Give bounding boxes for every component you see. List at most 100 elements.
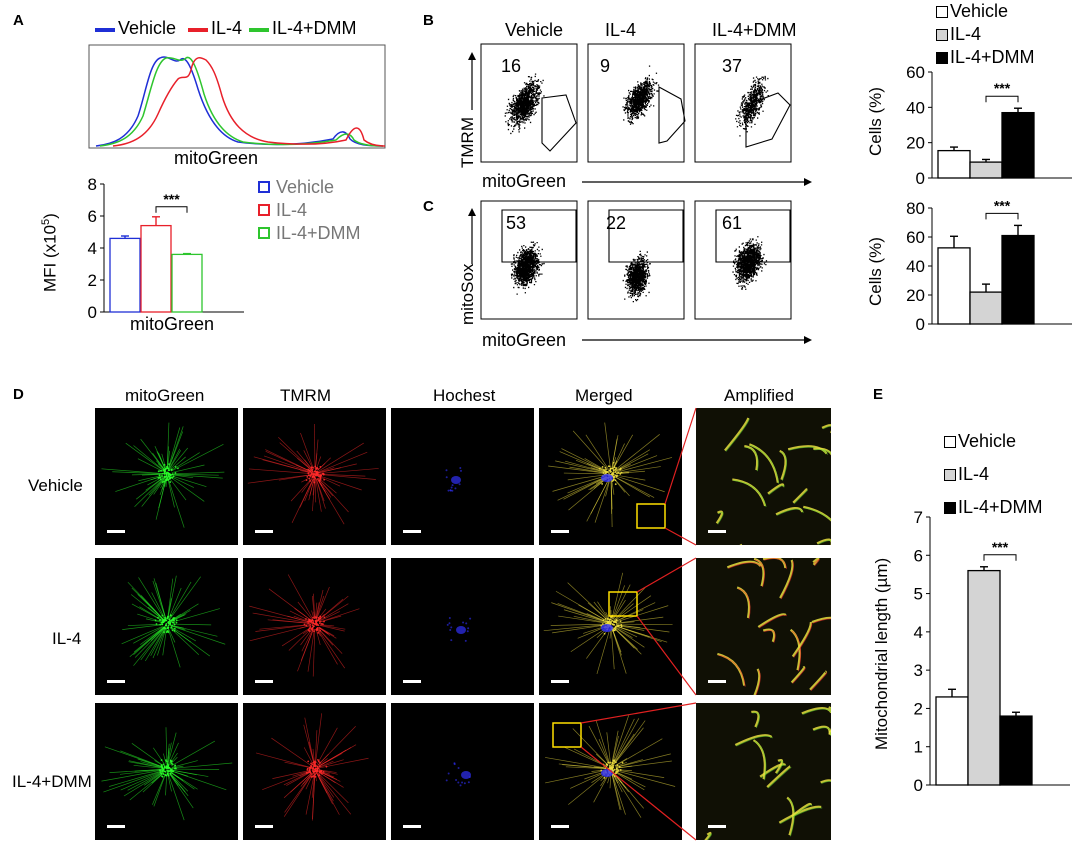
mito-strand bbox=[171, 760, 198, 768]
mito-strand bbox=[145, 618, 163, 623]
mito-dot bbox=[615, 767, 618, 770]
mito-strand bbox=[316, 727, 338, 765]
mito-strand bbox=[297, 601, 313, 620]
mito-dot bbox=[611, 473, 613, 476]
amplified-mito bbox=[751, 710, 760, 728]
mfi-legend-swatch-dmm bbox=[258, 227, 270, 239]
flow-plots-c bbox=[480, 200, 792, 320]
mito-dot bbox=[319, 629, 322, 632]
mito-strand bbox=[137, 458, 163, 472]
mito-dot bbox=[162, 618, 164, 621]
mito-strand bbox=[319, 608, 360, 623]
mito-dot bbox=[323, 616, 326, 619]
micro-drawing bbox=[403, 617, 472, 683]
flow-gate bbox=[541, 94, 577, 152]
flow-c-yaxis-label: mitoSox bbox=[458, 263, 477, 325]
mito-dot bbox=[157, 477, 160, 479]
mito-dot bbox=[320, 622, 323, 625]
nucleus-speck bbox=[447, 489, 450, 492]
mito-strand bbox=[615, 470, 645, 474]
mito-dot bbox=[162, 469, 165, 472]
mito-strand bbox=[152, 628, 166, 659]
amplified-edge bbox=[810, 672, 828, 691]
mito-dot bbox=[604, 470, 607, 473]
amplified-edge bbox=[792, 667, 806, 684]
amplified-edge bbox=[725, 418, 750, 452]
mito-strand bbox=[314, 424, 316, 470]
mito-dot bbox=[319, 466, 322, 468]
mito-dot bbox=[312, 472, 314, 475]
micro-drawing bbox=[101, 727, 233, 828]
mito-strand bbox=[157, 628, 167, 656]
mito-dot bbox=[319, 627, 322, 630]
mito-strand bbox=[615, 605, 669, 623]
mito-strand bbox=[307, 628, 315, 672]
amplified-mito bbox=[753, 558, 765, 587]
mito-strand bbox=[167, 773, 185, 821]
bar-il-4 bbox=[140, 224, 172, 313]
mito-strand bbox=[287, 574, 314, 620]
mito-strand bbox=[304, 478, 314, 502]
amplified-mito bbox=[766, 765, 791, 788]
mito-dot bbox=[609, 764, 612, 767]
flow-gate bbox=[715, 209, 791, 263]
mito-dot bbox=[603, 776, 606, 779]
mito-strand bbox=[319, 451, 368, 473]
bc-legend-swatch-il4 bbox=[936, 29, 948, 41]
mito-dot bbox=[602, 471, 605, 474]
mito-strand bbox=[319, 757, 369, 769]
mito-dot bbox=[162, 621, 165, 624]
mito-dot bbox=[308, 630, 311, 633]
mito-strand bbox=[297, 628, 314, 672]
mito-strand bbox=[594, 478, 611, 523]
mito-dot bbox=[314, 465, 317, 468]
mito-dot bbox=[310, 474, 313, 476]
micro-col-merged: Merged bbox=[575, 386, 633, 405]
mito-dot bbox=[604, 618, 607, 620]
mito-dot bbox=[319, 771, 321, 774]
bar-il-4-dmm bbox=[171, 253, 203, 313]
mito-dot bbox=[167, 621, 170, 624]
mito-dot bbox=[173, 623, 176, 626]
mito-dot bbox=[613, 466, 616, 469]
mito-strand bbox=[318, 758, 328, 766]
mito-dot bbox=[307, 474, 310, 477]
amplified-mito bbox=[791, 621, 812, 658]
nucleus-speck bbox=[451, 489, 454, 492]
mito-dot bbox=[164, 616, 167, 619]
mito-strand bbox=[171, 623, 212, 626]
histogram-curve-vehicle bbox=[95, 56, 384, 147]
mito-dot bbox=[608, 469, 611, 472]
mito-strand bbox=[147, 606, 164, 621]
mito-dot bbox=[165, 631, 168, 634]
mito-strand bbox=[140, 627, 164, 645]
mito-dot bbox=[306, 476, 309, 478]
bar-il-4 bbox=[967, 569, 1001, 786]
scale-bar bbox=[255, 680, 273, 683]
mito-strand bbox=[573, 748, 608, 767]
mito-strand bbox=[317, 463, 326, 471]
mito-strand bbox=[548, 465, 607, 474]
mito-dot bbox=[605, 766, 608, 769]
panel-label-a: A bbox=[13, 12, 24, 29]
micro-drawing bbox=[403, 762, 471, 828]
y-tick-label: 0 bbox=[916, 315, 925, 334]
mito-strand bbox=[611, 628, 627, 674]
mito-strand bbox=[247, 474, 311, 484]
mito-dot bbox=[309, 470, 312, 473]
mito-dot bbox=[307, 620, 309, 623]
mito-strand bbox=[150, 628, 166, 656]
mito-strand bbox=[103, 770, 163, 793]
amplified-mito bbox=[739, 543, 743, 545]
mito-dot bbox=[165, 774, 168, 777]
mito-strand bbox=[101, 769, 163, 782]
histogram-frame bbox=[88, 44, 386, 149]
scale-bar bbox=[403, 680, 421, 683]
mito-strand bbox=[567, 476, 607, 494]
mito-strand bbox=[284, 761, 311, 768]
mito-dot bbox=[172, 617, 175, 619]
micro-drawing bbox=[247, 424, 379, 533]
mito-strand bbox=[614, 434, 660, 471]
mito-dot bbox=[611, 467, 614, 470]
mito-dot bbox=[164, 627, 167, 630]
